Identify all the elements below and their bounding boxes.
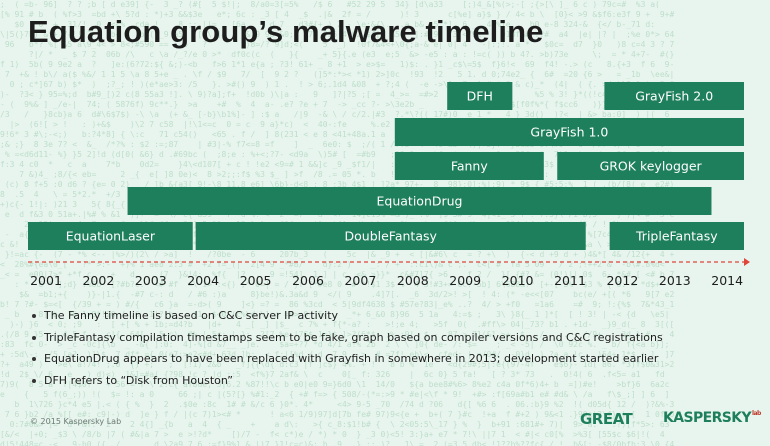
timeline-bar-label: EquationDrug: [377, 194, 463, 209]
note-item: DFH refers to “Disk from Houston”: [30, 370, 663, 392]
timeline-bar-label: EquationLaser: [66, 229, 156, 244]
kaspersky-logo-text: KASPERSKY: [663, 410, 752, 426]
timeline-bar-rect: [447, 82, 513, 110]
year-tick-label: 2010: [502, 273, 534, 288]
timeline-bar-label: TripleFantasy: [635, 229, 718, 244]
timeline-bar-rect: [557, 152, 744, 180]
timeline-bar-rect: [609, 222, 744, 250]
timeline-bar-label: GROK keylogger: [600, 159, 703, 174]
year-tick-label: 2006: [292, 273, 324, 288]
timeline-bar-label: Fanny: [451, 159, 489, 174]
year-tick-label: 2005: [240, 273, 272, 288]
year-tick-label: 2002: [82, 273, 114, 288]
timeline-bar: GROK keylogger: [557, 152, 744, 180]
timeline-bar: EquationDrug: [127, 187, 712, 215]
great-logo: GREAT: [580, 410, 633, 428]
kaspersky-lab-text: lab: [752, 410, 761, 417]
timeline-bar-label: DoubleFantasy: [345, 229, 438, 244]
timeline-bar-label: DFH: [467, 89, 493, 104]
timeline-bar-label: GrayFish 1.0: [530, 125, 608, 140]
chart-title: Equation group’s malware timeline: [28, 14, 544, 49]
timeline-bar-rect: [127, 187, 712, 215]
timeline-bar-rect: [604, 82, 744, 110]
year-tick-label: 2009: [449, 273, 481, 288]
timeline-bar: DFH: [447, 82, 513, 110]
copyright-text: © 2015 Kaspersky Lab: [30, 417, 122, 426]
year-tick-label: 2003: [135, 273, 167, 288]
year-tick-label: 2013: [659, 273, 691, 288]
year-tick-label: 2007: [344, 273, 376, 288]
timeline-bar-rect: [394, 118, 744, 146]
time-axis-arrow-icon: [744, 258, 750, 266]
year-tick-label: 2014: [711, 273, 743, 288]
timeline-bar: TripleFantasy: [609, 222, 744, 250]
note-item: The Fanny timeline is based on C&C serve…: [30, 305, 663, 327]
year-tick-label: 2004: [187, 273, 219, 288]
note-item: EquationDrug appears to have been replac…: [30, 348, 663, 370]
timeline-bar: Fanny: [394, 152, 544, 180]
timeline-bar: GrayFish 2.0: [604, 82, 744, 110]
timeline-bar-rect: [28, 222, 193, 250]
timeline-bar-label: GrayFish 2.0: [635, 89, 713, 104]
year-tick-label: 2011: [554, 273, 586, 288]
year-tick-label: 2012: [606, 273, 638, 288]
timeline-bar: GrayFish 1.0: [394, 118, 744, 146]
timeline-bar: DoubleFantasy: [195, 222, 586, 250]
timeline-bar: EquationLaser: [28, 222, 193, 250]
notes-list: The Fanny timeline is based on C&C serve…: [30, 305, 663, 391]
timeline-bar-rect: [394, 152, 544, 180]
timeline-bar-rect: [195, 222, 586, 250]
year-tick-label: 2001: [30, 273, 62, 288]
year-tick-label: 2008: [397, 273, 429, 288]
note-item: TripleFantasy compilation timestamps see…: [30, 327, 663, 349]
kaspersky-logo: KASPERSKYlab: [663, 410, 761, 426]
